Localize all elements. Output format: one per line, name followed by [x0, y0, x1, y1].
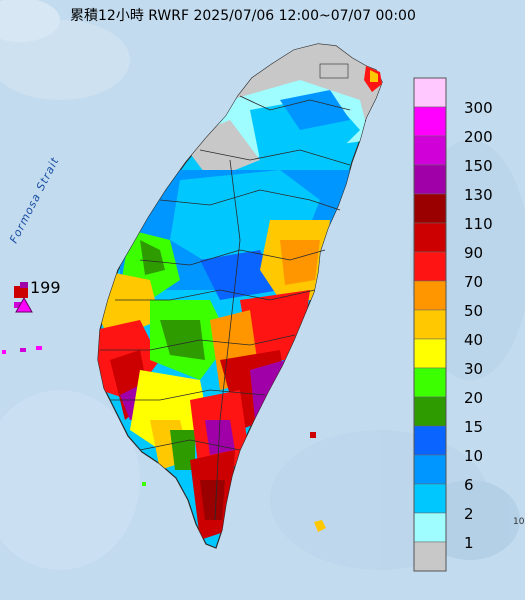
max-rain-marker: 199 — [15, 278, 61, 313]
legend-label: 300 — [464, 99, 493, 117]
corner-label: 10 — [513, 517, 525, 527]
legend-label: 10 — [464, 447, 483, 465]
liuqiu-island — [142, 482, 146, 486]
legend-swatch — [413, 425, 447, 456]
legend-label: 50 — [464, 302, 483, 320]
legend-swatch — [413, 77, 447, 108]
legend-label: 1 — [464, 534, 474, 552]
taiwan-island — [97, 43, 383, 549]
legend-label: 90 — [464, 244, 483, 262]
legend: 300 200 150 130 110 90 70 50 40 30 20 15 10 6 2 1 — [413, 77, 493, 572]
legend-swatch — [413, 135, 447, 166]
legend-swatch — [413, 106, 447, 137]
legend-swatch — [413, 222, 447, 253]
legend-swatch — [413, 454, 447, 485]
legend-swatch — [413, 251, 447, 282]
rainfall-shading — [98, 44, 382, 540]
green-island — [310, 432, 316, 438]
legend-label: 130 — [464, 186, 493, 204]
legend-label: 70 — [464, 273, 483, 291]
legend-label: 150 — [464, 157, 493, 175]
legend-label: 40 — [464, 331, 483, 349]
legend-swatch — [413, 483, 447, 514]
legend-label: 2 — [464, 505, 474, 523]
legend-label: 110 — [464, 215, 493, 233]
legend-label: 6 — [464, 476, 474, 494]
legend-label: 15 — [464, 418, 483, 436]
legend-swatch — [413, 338, 447, 369]
map-title: 累積12小時 RWRF 2025/07/06 12:00~07/07 00:00 — [70, 8, 416, 24]
orchid-island — [314, 520, 326, 532]
legend-swatch — [413, 512, 447, 543]
legend-swatch — [413, 309, 447, 340]
legend-label: 200 — [464, 128, 493, 146]
legend-label: 30 — [464, 360, 483, 378]
legend-swatch — [413, 193, 447, 224]
legend-frame — [413, 77, 447, 572]
legend-swatch — [413, 164, 447, 195]
legend-swatch — [413, 396, 447, 427]
legend-swatch — [413, 367, 447, 398]
county-borders — [100, 95, 351, 521]
taipei-box — [319, 63, 349, 79]
penghu-islands — [2, 282, 42, 354]
legend-swatch — [413, 280, 447, 311]
legend-label: 20 — [464, 389, 483, 407]
max-rain-value: 199 — [30, 278, 61, 297]
legend-swatch — [413, 541, 447, 572]
